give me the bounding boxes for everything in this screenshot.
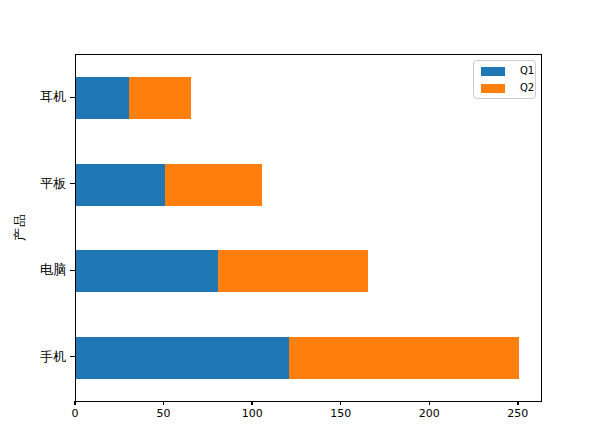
x-tick-label: 50 xyxy=(157,407,171,420)
y-tick-mark xyxy=(70,183,75,184)
legend-item-q1: Q1 xyxy=(474,64,535,78)
y-tick-mark xyxy=(70,97,75,98)
x-tick-label: 0 xyxy=(72,407,79,420)
x-tick-label: 150 xyxy=(330,407,351,420)
bar-segment-q1-row2 xyxy=(76,164,165,206)
bar-segment-q2-row1 xyxy=(129,77,191,119)
y-tick-label: 手机 xyxy=(0,348,66,366)
y-tick-label: 耳机 xyxy=(0,88,66,106)
x-tick-mark xyxy=(340,401,341,405)
x-tick-label: 100 xyxy=(242,407,263,420)
bar-segment-q1-row1 xyxy=(76,77,129,119)
legend-swatch-q1 xyxy=(481,67,505,76)
x-tick-mark xyxy=(429,401,430,405)
y-tick-mark xyxy=(70,270,75,271)
legend: Q1 Q2 xyxy=(473,60,536,99)
bar-segment-q2-row3 xyxy=(218,250,369,292)
legend-label-q2: Q2 xyxy=(520,83,534,93)
y-tick-mark xyxy=(70,356,75,357)
chart-figure: 产品 Q1 Q2 耳机平板电脑手机 0 50 100 150 200 250 xyxy=(0,0,600,430)
x-tick-label: 200 xyxy=(419,407,440,420)
bar-segment-q1-row4 xyxy=(76,337,289,379)
y-tick-label: 电脑 xyxy=(0,261,66,279)
legend-swatch-q2 xyxy=(481,84,505,93)
plot-area: Q1 Q2 xyxy=(75,54,542,402)
x-tick-mark xyxy=(251,401,252,405)
bar-segment-q2-row2 xyxy=(165,164,262,206)
bars-layer xyxy=(76,55,541,401)
x-tick-mark xyxy=(74,401,75,405)
x-tick-mark xyxy=(163,401,164,405)
y-axis-title: 产品 xyxy=(11,213,29,241)
legend-item-q2: Q2 xyxy=(474,81,535,95)
x-tick-label: 250 xyxy=(507,407,528,420)
y-tick-label: 平板 xyxy=(0,175,66,193)
x-tick-mark xyxy=(517,401,518,405)
bar-segment-q2-row4 xyxy=(289,337,519,379)
legend-label-q1: Q1 xyxy=(520,66,534,76)
bar-segment-q1-row3 xyxy=(76,250,218,292)
